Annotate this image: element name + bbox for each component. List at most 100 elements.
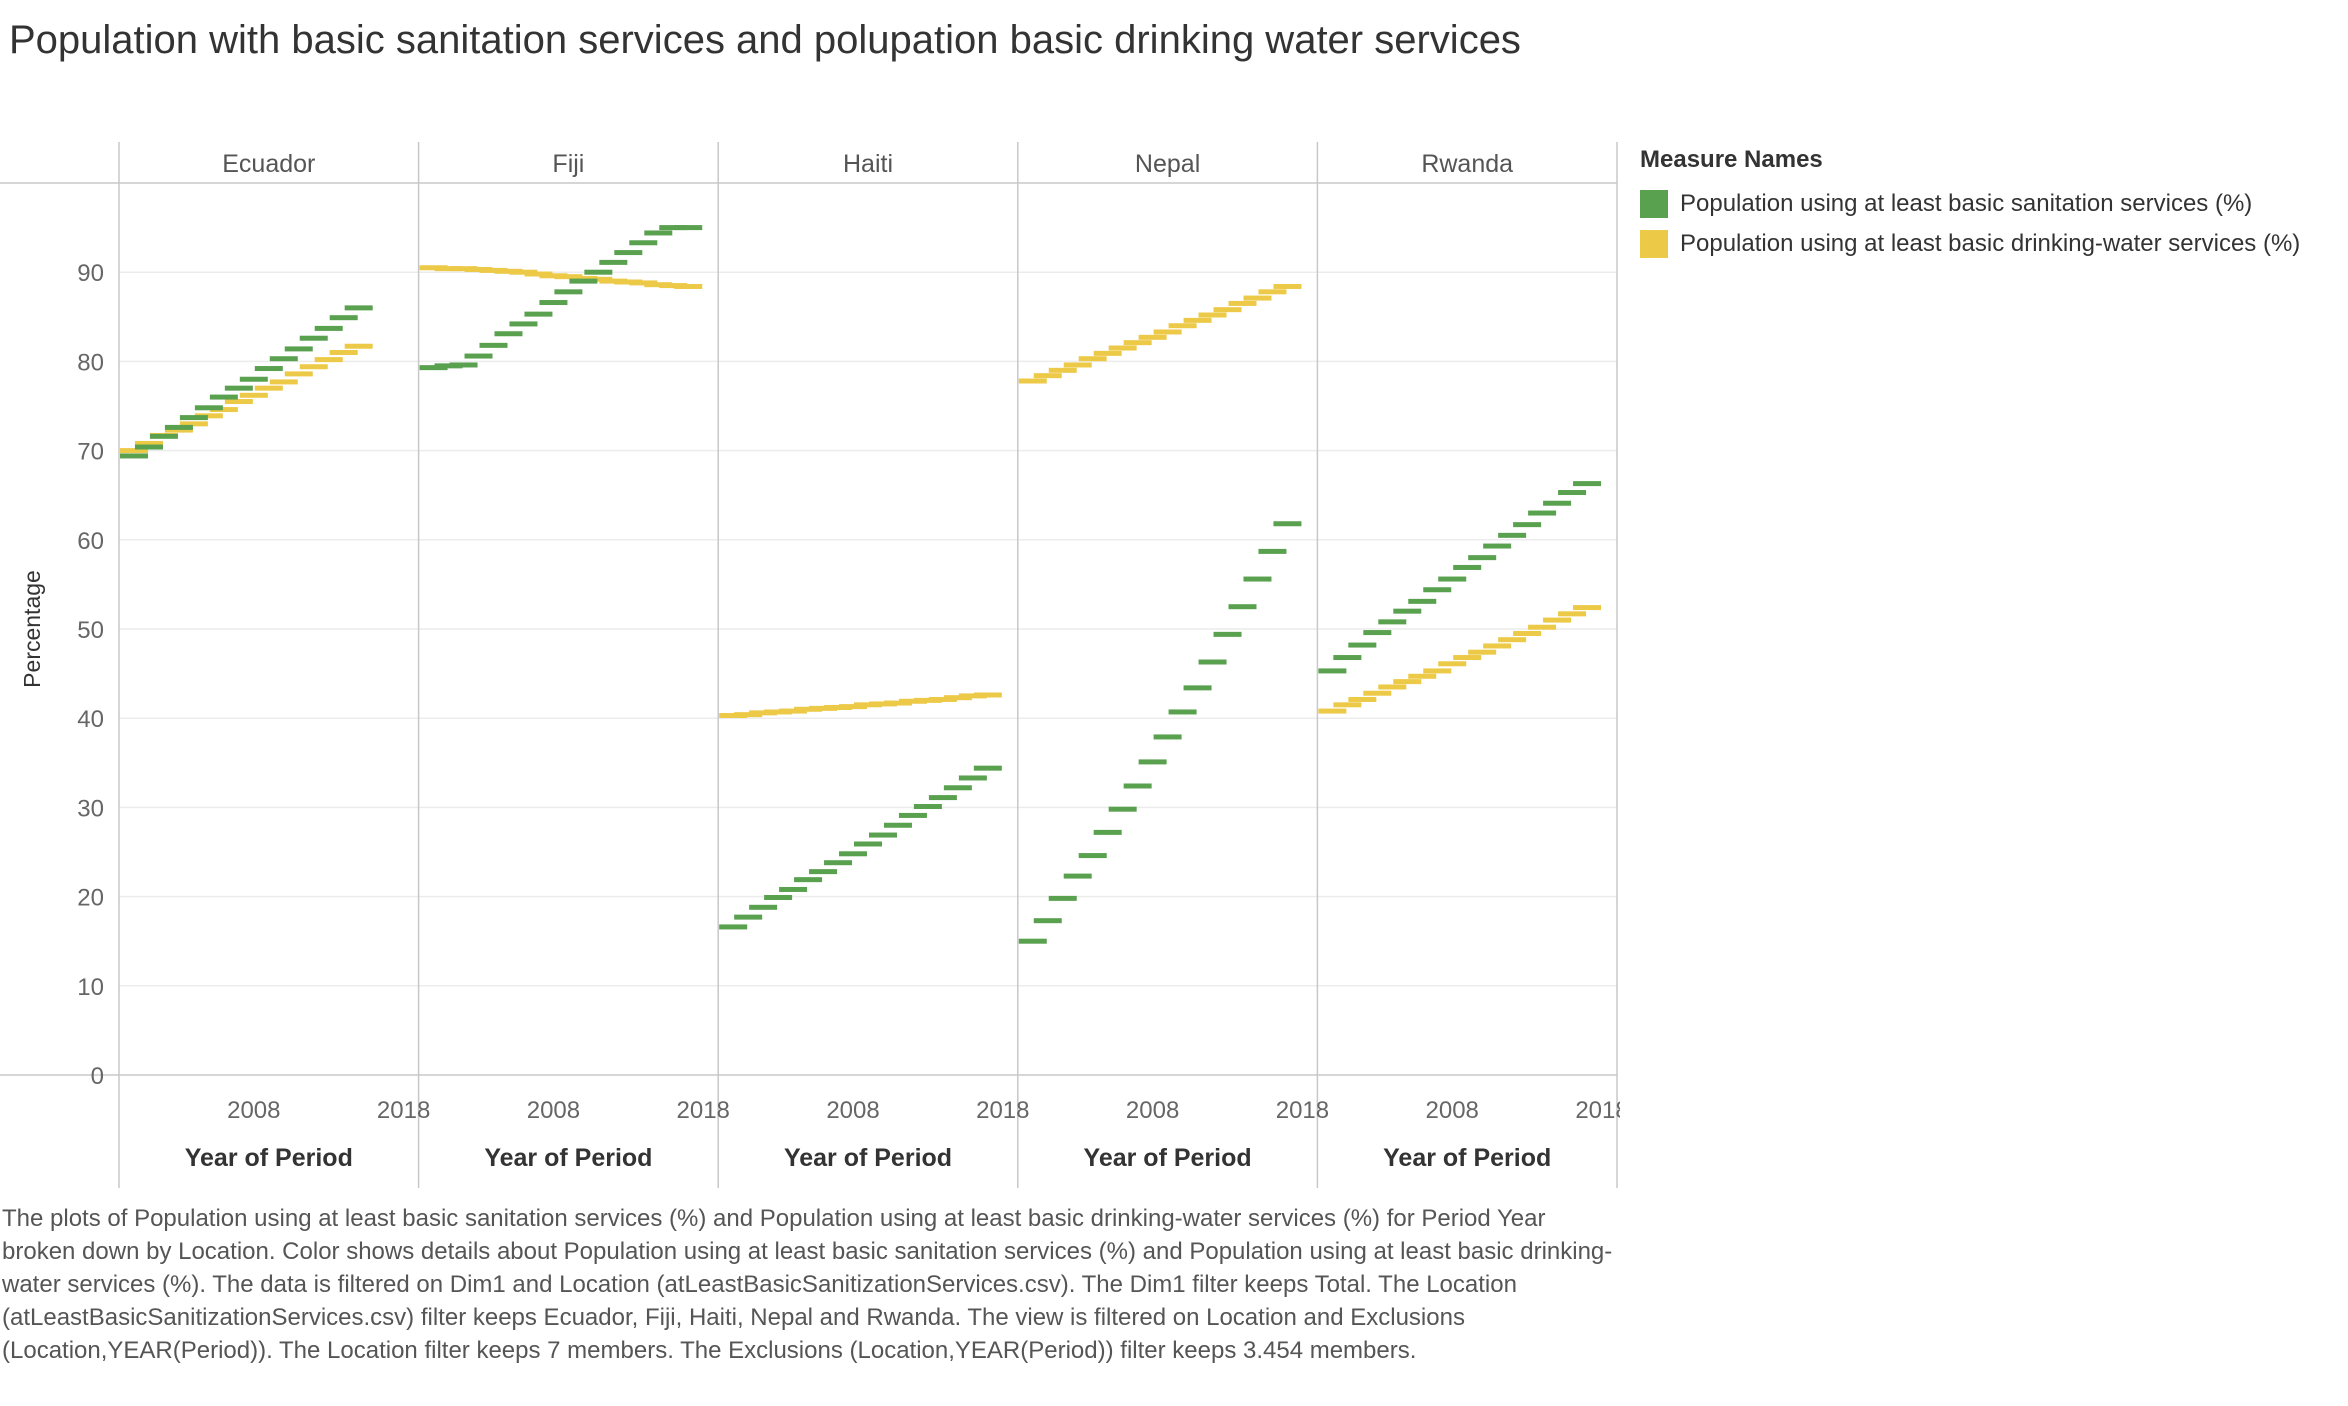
drinking-water-mark[interactable] — [1408, 673, 1437, 679]
sanitation-mark[interactable] — [1273, 521, 1302, 527]
drinking-water-mark[interactable] — [254, 385, 283, 391]
sanitation-mark[interactable] — [1483, 543, 1512, 549]
drinking-water-mark[interactable] — [614, 279, 643, 285]
sanitation-mark[interactable] — [809, 869, 838, 875]
drinking-water-mark[interactable] — [509, 269, 538, 275]
drinking-water-mark[interactable] — [674, 283, 703, 289]
sanitation-mark[interactable] — [794, 877, 823, 883]
sanitation-mark[interactable] — [299, 335, 328, 341]
drinking-water-mark[interactable] — [314, 357, 343, 363]
drinking-water-mark[interactable] — [854, 702, 882, 708]
drinking-water-mark[interactable] — [973, 692, 1002, 698]
sanitation-mark[interactable] — [569, 278, 598, 284]
sanitation-mark[interactable] — [764, 894, 793, 900]
drinking-water-mark[interactable] — [1438, 661, 1467, 667]
sanitation-mark[interactable] — [149, 433, 178, 439]
sanitation-mark[interactable] — [434, 363, 463, 369]
sanitation-mark[interactable] — [749, 904, 778, 910]
drinking-water-mark[interactable] — [794, 706, 823, 712]
sanitation-mark[interactable] — [1168, 709, 1197, 715]
drinking-water-mark[interactable] — [1528, 624, 1557, 630]
drinking-water-mark[interactable] — [928, 696, 957, 702]
drinking-water-mark[interactable] — [1228, 300, 1257, 306]
drinking-water-mark[interactable] — [584, 276, 613, 282]
sanitation-mark[interactable] — [1183, 685, 1212, 691]
drinking-water-mark[interactable] — [1258, 289, 1287, 295]
drinking-water-mark[interactable] — [569, 275, 598, 281]
sanitation-mark[interactable] — [1123, 783, 1152, 789]
drinking-water-mark[interactable] — [329, 349, 358, 355]
drinking-water-mark[interactable] — [1093, 350, 1122, 356]
sanitation-mark[interactable] — [1138, 759, 1167, 765]
sanitation-mark[interactable] — [898, 812, 927, 818]
sanitation-mark[interactable] — [1063, 873, 1092, 879]
drinking-water-mark[interactable] — [1543, 617, 1572, 623]
drinking-water-mark[interactable] — [1033, 373, 1062, 379]
drinking-water-mark[interactable] — [1348, 696, 1377, 702]
sanitation-mark[interactable] — [1153, 734, 1182, 740]
drinking-water-mark[interactable] — [449, 266, 478, 272]
drinking-water-mark[interactable] — [958, 693, 987, 699]
drinking-water-mark[interactable] — [1498, 637, 1527, 643]
drinking-water-mark[interactable] — [344, 343, 373, 349]
sanitation-mark[interactable] — [1078, 853, 1107, 859]
drinking-water-mark[interactable] — [1048, 367, 1077, 373]
drinking-water-mark[interactable] — [179, 421, 208, 427]
drinking-water-mark[interactable] — [1558, 611, 1587, 617]
sanitation-mark[interactable] — [854, 841, 882, 847]
sanitation-mark[interactable] — [1438, 576, 1467, 582]
sanitation-mark[interactable] — [539, 300, 568, 306]
drinking-water-mark[interactable] — [1243, 295, 1272, 301]
drinking-water-mark[interactable] — [644, 282, 673, 288]
sanitation-mark[interactable] — [1408, 598, 1437, 604]
drinking-water-mark[interactable] — [868, 701, 897, 707]
drinking-water-mark[interactable] — [809, 705, 838, 711]
drinking-water-mark[interactable] — [1078, 356, 1107, 362]
drinking-water-mark[interactable] — [1363, 690, 1392, 696]
sanitation-mark[interactable] — [1033, 918, 1062, 924]
sanitation-mark[interactable] — [269, 356, 298, 362]
sanitation-mark[interactable] — [719, 924, 748, 930]
drinking-water-mark[interactable] — [134, 440, 163, 446]
sanitation-mark[interactable] — [1198, 659, 1227, 665]
sanitation-mark[interactable] — [239, 376, 268, 382]
sanitation-mark[interactable] — [973, 765, 1002, 771]
drinking-water-mark[interactable] — [734, 712, 763, 718]
sanitation-mark[interactable] — [1228, 604, 1257, 610]
sanitation-mark[interactable] — [479, 342, 508, 348]
drinking-water-mark[interactable] — [479, 267, 508, 273]
sanitation-mark[interactable] — [913, 804, 942, 810]
drinking-water-mark[interactable] — [269, 379, 298, 385]
sanitation-mark[interactable] — [449, 362, 478, 368]
sanitation-mark[interactable] — [1498, 532, 1527, 538]
drinking-water-mark[interactable] — [898, 698, 927, 704]
drinking-water-mark[interactable] — [1333, 702, 1362, 708]
drinking-water-mark[interactable] — [1183, 317, 1212, 323]
drinking-water-mark[interactable] — [539, 273, 568, 279]
sanitation-mark[interactable] — [1573, 481, 1602, 487]
drinking-water-mark[interactable] — [554, 274, 583, 280]
drinking-water-mark[interactable] — [1483, 643, 1512, 649]
drinking-water-mark[interactable] — [659, 283, 688, 289]
drinking-water-mark[interactable] — [209, 407, 238, 413]
sanitation-mark[interactable] — [1243, 576, 1272, 582]
drinking-water-mark[interactable] — [224, 399, 253, 405]
drinking-water-mark[interactable] — [119, 448, 148, 454]
drinking-water-mark[interactable] — [749, 710, 778, 716]
drinking-water-mark[interactable] — [1378, 684, 1407, 690]
drinking-water-mark[interactable] — [434, 266, 463, 272]
sanitation-mark[interactable] — [1558, 490, 1587, 496]
sanitation-mark[interactable] — [883, 822, 912, 828]
sanitation-mark[interactable] — [1423, 587, 1452, 593]
drinking-water-mark[interactable] — [1153, 329, 1182, 335]
sanitation-mark[interactable] — [119, 453, 148, 459]
sanitation-mark[interactable] — [164, 424, 193, 430]
sanitation-mark[interactable] — [1213, 631, 1242, 637]
sanitation-mark[interactable] — [1513, 522, 1542, 528]
drinking-water-mark[interactable] — [419, 265, 448, 271]
drinking-water-mark[interactable] — [719, 713, 748, 719]
drinking-water-mark[interactable] — [824, 704, 853, 710]
sanitation-mark[interactable] — [599, 259, 628, 265]
sanitation-mark[interactable] — [824, 860, 853, 866]
drinking-water-mark[interactable] — [524, 271, 553, 277]
